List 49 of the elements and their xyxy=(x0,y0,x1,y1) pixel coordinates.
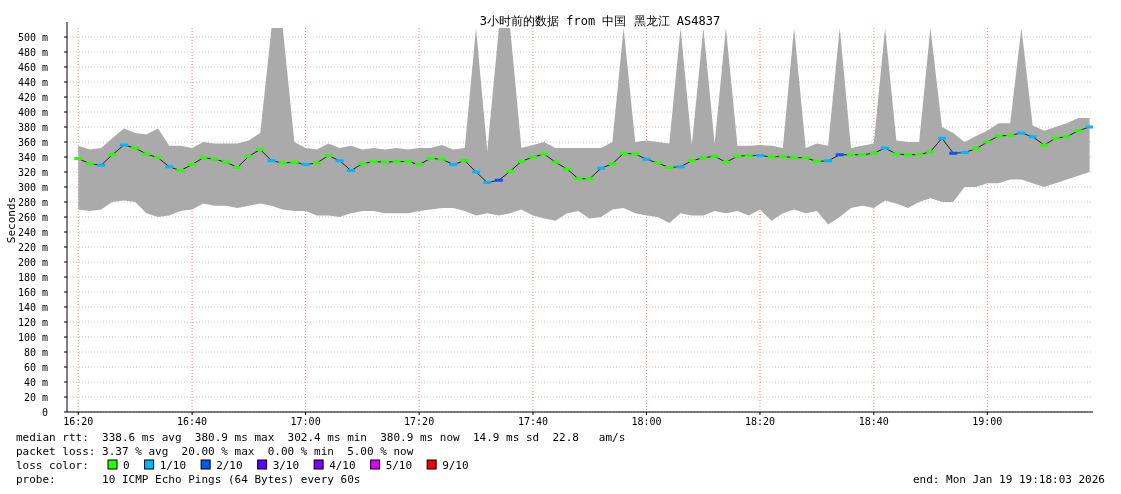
legend-label: 9/10 xyxy=(442,459,469,472)
y-tick-label: 500 m xyxy=(17,32,48,43)
y-tick-label: 180 m xyxy=(17,272,48,283)
y-tick-label: 320 m xyxy=(17,167,48,178)
x-tick-label: 17:00 xyxy=(290,416,321,427)
x-tick-label: 18:20 xyxy=(744,416,776,427)
legend-title: loss color: xyxy=(16,459,89,472)
y-tick-label: 300 m xyxy=(17,182,48,193)
y-tick-label: 240 m xyxy=(17,227,48,238)
y-tick-label: 160 m xyxy=(17,287,48,298)
y-tick-label: 120 m xyxy=(17,317,48,328)
y-tick-label: 260 m xyxy=(17,212,48,223)
y-tick-label: 420 m xyxy=(17,92,48,103)
text: end: Mon Jan 19 19:18:03 2026 xyxy=(912,473,1105,486)
y-tick-label: 140 m xyxy=(17,302,48,313)
y-tick-label: 480 m xyxy=(17,47,48,58)
x-tick-label: 18:00 xyxy=(631,416,662,427)
legend-label: 3/10 xyxy=(272,459,300,472)
x-tick-label: 17:20 xyxy=(404,416,435,427)
y-tick-label: 100 m xyxy=(17,332,48,343)
y-tick-label: 400 m xyxy=(17,107,48,118)
x-tick-label: 16:40 xyxy=(177,416,208,427)
y-tick-label: 80 m xyxy=(23,347,48,358)
y-tick-label: 20 m xyxy=(23,392,48,403)
y-tick-label: 220 m xyxy=(17,242,48,253)
legend-label: 2/10 xyxy=(216,459,243,472)
y-tick-label: 60 m xyxy=(23,362,48,373)
chart-title: 3小时前的数据 from 中国 黑龙江 AS4837 xyxy=(479,14,721,28)
x-tick-label: 18:40 xyxy=(858,416,889,427)
legend-label: 1/10 xyxy=(159,459,187,472)
x-tick-label: 19:00 xyxy=(972,416,1003,427)
y-tick-label: 380 m xyxy=(17,122,48,133)
y-tick-label: 40 m xyxy=(23,377,48,388)
y-tick-label: 440 m xyxy=(17,77,48,88)
y-tick-label: 200 m xyxy=(17,257,48,268)
legend-label: 0 xyxy=(123,459,130,472)
text: median rtt: 338.6 ms avg 380.9 ms max 302.4 ms min 380.9 ms now 14.9 ms sd 22.8 am/s xyxy=(16,431,626,444)
y-tick-label: 0 xyxy=(41,407,48,418)
y-tick-label: 280 m xyxy=(17,197,48,208)
x-tick-label: 16:20 xyxy=(63,416,94,427)
y-axis-title: Seconds xyxy=(5,196,18,244)
y-tick-label: 360 m xyxy=(17,137,48,148)
legend-label: 5/10 xyxy=(385,459,413,472)
legend-label: 4/10 xyxy=(329,459,356,472)
y-tick-label: 460 m xyxy=(17,62,48,73)
text: probe: 10 ICMP Echo Pings (64 Bytes) every 60s xyxy=(16,473,361,486)
y-tick-label: 340 m xyxy=(17,152,48,163)
x-tick-label: 17:40 xyxy=(517,416,549,427)
text: packet loss: 3.37 % avg 20.00 % max 0.00 % min 5.00 % now xyxy=(16,445,414,458)
